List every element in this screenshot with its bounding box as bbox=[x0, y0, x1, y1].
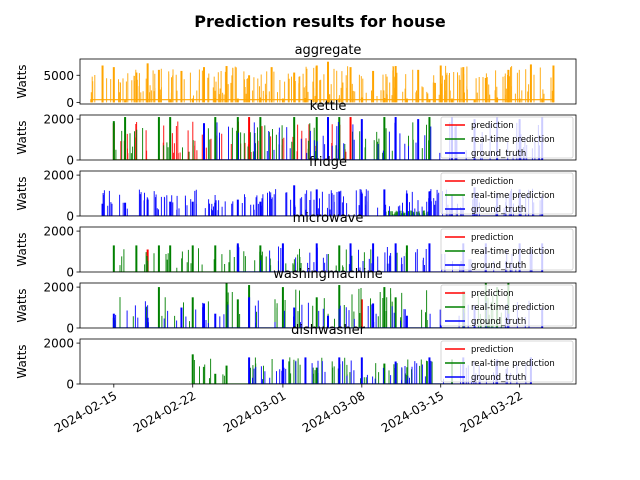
legend-label: real-time prediction bbox=[471, 359, 555, 369]
legend-entry: real-time prediction bbox=[445, 303, 555, 313]
subplot-aggregate: 0 5000 Watts aggregate bbox=[15, 43, 577, 110]
legend-entry: prediction bbox=[445, 121, 514, 131]
y-axis-label: Watts bbox=[15, 288, 29, 322]
legend-entry: ground_truth bbox=[445, 205, 526, 215]
legend-entry: ground_truth bbox=[445, 261, 526, 271]
legend-label: prediction bbox=[471, 345, 514, 355]
series-real-time-prediction bbox=[112, 117, 431, 160]
legend-entry: prediction bbox=[445, 345, 514, 355]
y-tick-label: 0 bbox=[66, 210, 74, 224]
y-tick-label: 2000 bbox=[43, 169, 74, 183]
legend-entry: real-time prediction bbox=[445, 135, 555, 145]
y-tick-label: 0 bbox=[66, 378, 74, 392]
legend-label: prediction bbox=[471, 233, 514, 243]
subplot-washingmachine: 02000Wattswashingmachinepredictionreal-t… bbox=[15, 267, 577, 336]
y-tick-label: 0 bbox=[66, 154, 74, 168]
series-aggregate bbox=[90, 61, 555, 103]
legend-entry: real-time prediction bbox=[445, 359, 555, 369]
legend: prediction real-time prediction ground_tru… bbox=[440, 116, 574, 159]
subplot-dishwasher: 02000Wattsdishwasherpredictionreal-time … bbox=[15, 323, 577, 392]
y-tick-label: 2000 bbox=[43, 225, 74, 239]
subplot-title: microwave bbox=[293, 211, 364, 226]
legend-entry: prediction bbox=[445, 177, 514, 187]
y-axis-label: Watts bbox=[15, 344, 29, 378]
y-tick-label: 2000 bbox=[43, 281, 74, 295]
legend-label: real-time prediction bbox=[471, 135, 555, 145]
y-axis-label: Watts bbox=[15, 64, 29, 98]
legend-entry: ground_truth bbox=[445, 317, 526, 327]
y-axis-label: Watts bbox=[15, 232, 29, 266]
axes-frame bbox=[79, 58, 577, 105]
y-tick-label: 5000 bbox=[43, 69, 74, 83]
legend-label: ground_truth bbox=[471, 317, 526, 327]
legend-label: prediction bbox=[471, 121, 514, 131]
y-tick-label: 2000 bbox=[43, 113, 74, 127]
x-tick-label: 2024-02-22 bbox=[131, 388, 198, 435]
axes-frame bbox=[79, 114, 577, 161]
legend-entry: real-time prediction bbox=[445, 191, 555, 201]
legend-label: ground_truth bbox=[471, 149, 526, 159]
subplot-title: washingmachine bbox=[273, 267, 383, 282]
subplot-title: dishwasher bbox=[291, 323, 365, 338]
legend-label: prediction bbox=[471, 289, 514, 299]
legend-label: real-time prediction bbox=[471, 303, 555, 313]
legend: prediction real-time prediction ground_tru… bbox=[440, 340, 574, 383]
x-tick-label: 2024-03-01 bbox=[221, 388, 288, 435]
signal-layer bbox=[90, 61, 555, 103]
y-tick-label: 0 bbox=[66, 266, 74, 280]
subplot-stack: 05000Wattsaggregate02000Wattskettlepredi… bbox=[15, 43, 577, 392]
legend-entry: prediction bbox=[445, 289, 514, 299]
signal-layer bbox=[112, 243, 544, 272]
axes-frame bbox=[79, 282, 577, 329]
subplot-title: kettle bbox=[310, 99, 347, 114]
x-tick-label: 2024-03-15 bbox=[379, 388, 446, 435]
y-tick-label: 0 bbox=[66, 322, 74, 336]
axes-frame bbox=[79, 226, 577, 273]
subplot-title: aggregate bbox=[295, 43, 362, 58]
legend-entry: real-time prediction bbox=[445, 247, 555, 257]
shared-x-axis: 2024-02-15 2024-02-22 2024-03-01 2024-03-08… bbox=[52, 384, 525, 435]
y-axis-label: Watts bbox=[15, 176, 29, 210]
x-tick-label: 2024-03-22 bbox=[458, 388, 525, 435]
legend-label: ground_truth bbox=[471, 373, 526, 383]
y-axis-label: Watts bbox=[15, 120, 29, 154]
legend-entry: ground_truth bbox=[445, 149, 526, 159]
legend-label: real-time prediction bbox=[471, 247, 555, 257]
signal-layer bbox=[112, 117, 544, 160]
figure-title: Prediction results for house bbox=[194, 12, 446, 31]
legend-label: prediction bbox=[471, 177, 514, 187]
legend-label: real-time prediction bbox=[471, 191, 555, 201]
subplot-title: fridge bbox=[309, 155, 347, 170]
y-tick-label: 2000 bbox=[43, 337, 74, 351]
y-tick-label: 0 bbox=[66, 96, 74, 110]
legend: prediction real-time prediction ground_tru… bbox=[440, 284, 574, 327]
series-real-time-prediction bbox=[112, 245, 408, 272]
x-tick-label: 2024-02-15 bbox=[52, 388, 119, 435]
legend: prediction real-time prediction ground_tru… bbox=[440, 228, 574, 271]
legend-entry: ground_truth bbox=[445, 373, 526, 383]
axes-frame bbox=[79, 170, 577, 217]
legend-label: ground_truth bbox=[471, 205, 526, 215]
subplot-kettle: 0 2000 Watts kettle prediction real-time pred… bbox=[15, 99, 577, 168]
x-tick-label: 2024-03-08 bbox=[300, 388, 367, 435]
legend-label: ground_truth bbox=[471, 261, 526, 271]
legend-entry: prediction bbox=[445, 233, 514, 243]
legend: prediction real-time prediction ground_tru… bbox=[440, 172, 574, 215]
axes-frame bbox=[79, 338, 577, 385]
